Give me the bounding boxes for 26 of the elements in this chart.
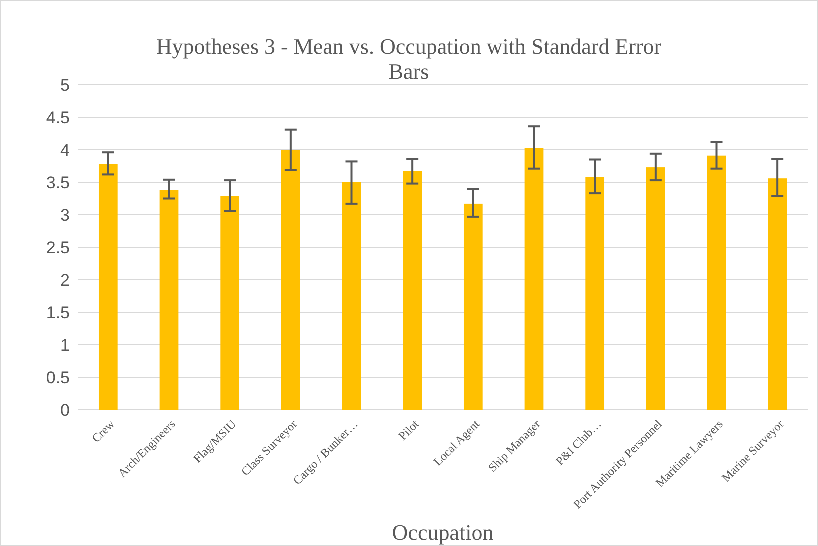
y-tick-label: 0.5 xyxy=(46,368,70,388)
bar xyxy=(403,171,422,410)
y-tick-label: 4 xyxy=(60,140,70,160)
bar xyxy=(281,150,300,410)
bar xyxy=(160,190,179,410)
bar xyxy=(707,156,726,410)
y-tick-label: 1 xyxy=(60,336,70,355)
bar xyxy=(524,148,544,410)
y-tick-label: 3.5 xyxy=(46,173,70,192)
y-tick-label: 2.5 xyxy=(46,238,70,258)
y-tick-label: 3 xyxy=(60,206,70,225)
bar xyxy=(342,182,362,410)
bar xyxy=(464,204,483,410)
y-tick-label: 5 xyxy=(60,76,70,95)
y-tick-label: 2 xyxy=(60,270,70,290)
x-tick-label: Pilot xyxy=(396,416,422,444)
y-tick-label: 0 xyxy=(60,400,70,420)
bar xyxy=(768,178,788,410)
x-axis-title: Occupation xyxy=(392,520,494,545)
y-tick-label: 4.5 xyxy=(46,108,70,128)
bar xyxy=(220,196,240,410)
chart-title: Hypotheses 3 - Mean vs. Occupation with Standard Error Bars xyxy=(156,34,662,84)
bar xyxy=(98,164,118,410)
y-tick-label: 1.5 xyxy=(46,303,70,322)
bar xyxy=(586,177,605,410)
bar xyxy=(646,168,666,410)
